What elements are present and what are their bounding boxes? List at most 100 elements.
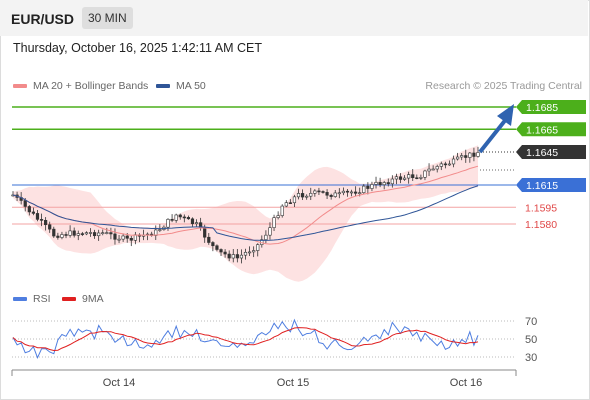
candle-body xyxy=(113,233,117,240)
candle-body xyxy=(374,182,378,185)
ma50-label: MA 50 xyxy=(176,80,206,92)
candle-body xyxy=(76,233,80,236)
level-1-1645-tag xyxy=(516,145,586,159)
candle-body xyxy=(203,227,207,238)
candle-body xyxy=(252,250,256,253)
candle-body xyxy=(394,176,399,180)
candle-body xyxy=(129,237,133,241)
candle-body xyxy=(247,251,252,254)
forecast-arrow xyxy=(478,104,514,154)
candle-body xyxy=(264,234,268,240)
candle-body xyxy=(276,215,280,218)
candle-body xyxy=(301,193,305,198)
candle-body xyxy=(207,236,211,243)
candle-body xyxy=(325,192,329,196)
ma9-label: 9MA xyxy=(82,293,104,305)
candle-body xyxy=(166,218,170,228)
rsi-panel: 70 50 30 xyxy=(12,316,537,364)
candle-body xyxy=(215,245,219,250)
x-tick-oct16: Oct 16 xyxy=(450,377,482,389)
candle-body xyxy=(284,202,288,207)
candle-body xyxy=(305,195,309,198)
candle-body xyxy=(280,205,284,216)
candles xyxy=(11,146,480,264)
legend-ma50: MA 50 xyxy=(156,80,206,92)
x-tick-oct15: Oct 15 xyxy=(277,377,309,389)
level-1-1645-label: 1.1645 xyxy=(526,147,558,159)
candle-body xyxy=(472,152,476,157)
ma9-swatch xyxy=(62,297,76,301)
candle-body xyxy=(476,152,480,157)
ma50-line xyxy=(12,185,479,241)
level-1-1665-label: 1.1665 xyxy=(526,124,558,136)
legend-ma20: MA 20 + Bollinger Bands xyxy=(13,80,148,92)
credit-text: Research © 2025 Trading Central xyxy=(425,80,582,92)
candle-body xyxy=(27,206,31,213)
candle-body xyxy=(362,185,366,193)
candle-body xyxy=(39,219,44,221)
candle-body xyxy=(272,217,276,228)
candle-body xyxy=(239,254,244,259)
candle-body xyxy=(211,242,215,247)
candle-body xyxy=(182,216,186,219)
timeframe-badge[interactable]: 30 MIN xyxy=(82,7,133,29)
candle-body xyxy=(174,214,178,221)
candle-body xyxy=(268,227,272,236)
chart-header: EUR/USD 30 MIN xyxy=(0,0,588,36)
level-1-1685-tag xyxy=(516,100,586,114)
bollinger-band xyxy=(13,145,478,282)
candle-body xyxy=(358,192,362,194)
candle-body xyxy=(337,192,341,195)
candle-body xyxy=(321,191,325,193)
candle-body xyxy=(415,177,419,180)
candle-body xyxy=(435,166,439,170)
rsi-swatch xyxy=(13,297,27,301)
ma50-swatch xyxy=(156,84,170,88)
rsi-tick-50: 50 xyxy=(525,334,537,346)
candle-body xyxy=(64,234,68,236)
candle-body xyxy=(235,254,239,259)
timestamp: Thursday, October 16, 2025 1:42:11 AM CE… xyxy=(13,41,262,55)
candle-body xyxy=(48,224,52,230)
candle-body xyxy=(431,168,435,171)
instrument-title: EUR/USD xyxy=(11,11,75,27)
rsi-label: RSI xyxy=(33,293,51,305)
candle-body xyxy=(460,155,464,158)
candle-body xyxy=(451,158,456,165)
candle-body xyxy=(125,235,129,239)
candle-body xyxy=(354,191,358,194)
candle-body xyxy=(341,190,345,194)
candle-body xyxy=(443,163,447,166)
candle-body xyxy=(366,185,370,189)
candle-body xyxy=(447,163,452,166)
candle-body xyxy=(121,235,125,240)
candle-body xyxy=(439,163,443,167)
x-tick-oct14: Oct 14 xyxy=(103,377,135,389)
rsi-ma9-line xyxy=(12,327,479,352)
level-1-1595-label: 1.1595 xyxy=(525,202,557,214)
candle-body xyxy=(68,230,72,236)
candle-body xyxy=(219,249,223,253)
candle-body xyxy=(333,192,337,197)
candle-body xyxy=(317,190,321,193)
candle-body xyxy=(419,177,423,179)
candle-body xyxy=(370,184,374,189)
candle-body xyxy=(88,232,93,234)
candle-body xyxy=(170,218,174,221)
candle-body xyxy=(194,222,199,225)
rsi-tick-30: 30 xyxy=(525,352,537,364)
candle-body xyxy=(243,251,248,256)
candle-body xyxy=(154,229,158,236)
candle-body xyxy=(44,220,48,226)
candle-body xyxy=(309,193,313,197)
candle-body xyxy=(402,177,407,180)
candle-body xyxy=(378,182,382,186)
candle-body xyxy=(186,217,190,220)
ma20-label: MA 20 + Bollinger Bands xyxy=(33,80,149,92)
level-1-1685-label: 1.1685 xyxy=(526,102,558,114)
candle-body xyxy=(56,235,60,238)
candle-body xyxy=(31,211,35,214)
candle-body xyxy=(52,228,56,237)
candle-body xyxy=(423,170,427,178)
